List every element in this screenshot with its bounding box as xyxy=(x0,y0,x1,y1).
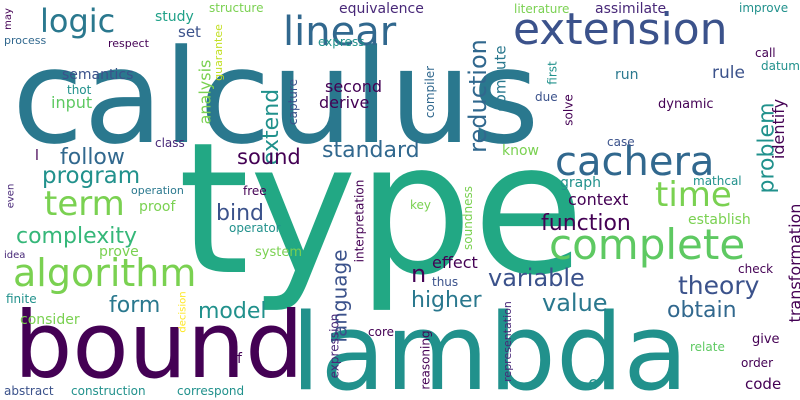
word-check: check xyxy=(738,262,774,276)
word-system: system xyxy=(255,245,302,260)
word-soundness: soundness xyxy=(460,186,475,250)
word-literature: literature xyxy=(514,2,570,16)
word-guarantee: guarantee xyxy=(211,24,225,81)
word-may: may xyxy=(2,8,14,30)
word-equivalence: equivalence xyxy=(339,1,424,17)
word-derive: derive xyxy=(319,93,370,112)
word-semantics: semantics xyxy=(62,67,134,83)
word-even: even xyxy=(5,183,17,209)
word-know: know xyxy=(502,143,539,159)
word-form: form xyxy=(109,293,161,318)
word-solve: solve xyxy=(561,94,576,126)
word-free: free xyxy=(243,184,267,198)
word-transformation: transformation xyxy=(785,203,800,323)
word-study: study xyxy=(155,9,194,25)
word-operation: operation xyxy=(131,184,184,197)
word-decision: decision xyxy=(177,291,189,333)
word-datum: datum xyxy=(761,59,800,73)
word-give: give xyxy=(752,332,780,347)
word-capture: capture xyxy=(285,79,300,125)
word-value: value xyxy=(542,289,608,317)
word-linear: linear xyxy=(283,9,397,55)
word-order: order xyxy=(741,356,773,370)
word-expression: expression xyxy=(327,313,342,379)
word-dynamic: dynamic xyxy=(658,97,714,112)
word-algorithm: algorithm xyxy=(13,251,197,295)
word-abstract: abstract xyxy=(4,384,54,398)
word-operator: operator xyxy=(229,221,281,235)
word-class: class xyxy=(155,136,185,150)
word-finite: finite xyxy=(6,292,37,306)
word-reasoning: reasoning xyxy=(418,330,433,390)
word-thot: thot xyxy=(67,83,92,97)
word-lambda: lambda xyxy=(291,291,689,400)
word-input: input xyxy=(51,93,93,112)
word-establish: establish xyxy=(688,212,751,228)
word-model: model xyxy=(198,299,267,324)
word-consider: consider xyxy=(20,312,80,328)
word-due: due xyxy=(535,90,558,104)
word-compute: compute xyxy=(491,45,510,112)
word-logic: logic xyxy=(40,2,116,40)
word-complete: complete xyxy=(549,220,746,269)
word-program: program xyxy=(42,163,141,189)
word-set: set xyxy=(178,23,201,41)
word-respect: respect xyxy=(108,37,149,50)
word-time: time xyxy=(655,175,732,215)
word-mathcal: mathcal xyxy=(693,174,742,188)
word-run: run xyxy=(615,67,639,83)
word-prove: prove xyxy=(99,244,139,260)
word-compiler: compiler xyxy=(423,65,438,119)
word-l: l xyxy=(35,148,39,164)
word-rule: rule xyxy=(712,63,745,83)
word-improve: improve xyxy=(739,1,789,15)
word-proof: proof xyxy=(139,199,176,215)
word-effect: effect xyxy=(432,253,478,272)
word-follow: follow xyxy=(60,145,125,170)
word-interpretation: interpretation xyxy=(352,179,367,263)
word-express: express xyxy=(318,35,365,49)
word-theory: theory xyxy=(678,271,760,300)
word-bound: bound xyxy=(14,292,304,399)
word-variable: variable xyxy=(488,264,585,292)
word-bind: bind xyxy=(216,201,264,226)
word-calculus: calculus xyxy=(12,21,540,173)
word-context: context xyxy=(568,190,629,209)
word-term: term xyxy=(44,184,125,224)
word-idea: idea xyxy=(4,250,26,261)
word-second: second xyxy=(325,77,383,96)
word-graph: graph xyxy=(560,175,601,191)
word-relate: relate xyxy=(690,340,725,354)
word-case: case xyxy=(607,135,635,149)
word-standard: standard xyxy=(322,138,420,163)
word-complexity: complexity xyxy=(16,224,137,249)
word-code: code xyxy=(745,375,782,393)
word-process: process xyxy=(4,34,47,47)
word-thus: thus xyxy=(432,275,459,289)
word-reduction: reduction xyxy=(463,39,492,153)
word-cachera: cachera xyxy=(555,139,715,185)
word-correspond: correspond xyxy=(177,384,245,398)
word-n: n xyxy=(411,260,427,288)
word-type: type xyxy=(178,103,585,315)
word-f: f xyxy=(237,351,242,367)
word-obtain: obtain xyxy=(667,298,737,323)
word-function: function xyxy=(541,211,631,236)
word-key: key xyxy=(410,198,432,212)
word-assimilate: assimilate xyxy=(595,1,667,17)
word-first: first xyxy=(545,61,560,85)
word-identify: identify xyxy=(769,98,789,160)
word-core: core xyxy=(368,325,394,339)
word-sound: sound xyxy=(237,145,301,169)
word-call: call xyxy=(755,46,776,60)
word-higher: higher xyxy=(411,288,482,313)
word-representation: representation xyxy=(500,301,514,382)
word-extension: extension xyxy=(513,4,728,55)
word-o: o xyxy=(588,373,600,394)
word-construction: construction xyxy=(71,384,146,398)
word-structure: structure xyxy=(209,1,264,15)
